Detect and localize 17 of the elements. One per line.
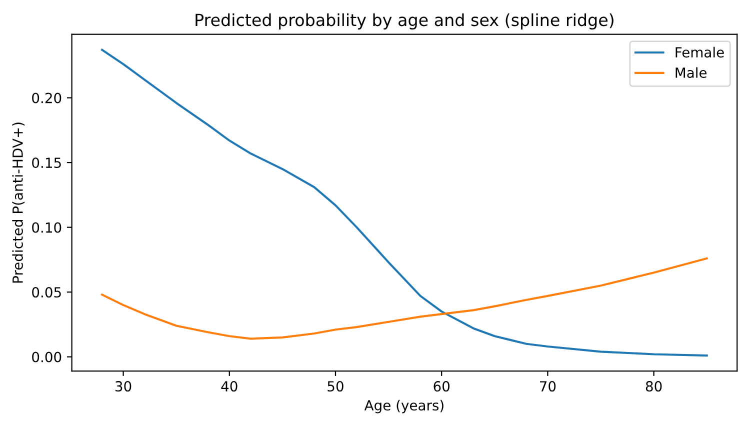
legend-label: Female: [676, 46, 724, 58]
x-tick-label: 60: [434, 381, 450, 392]
y-axis-title: Predicted P(anti-HDV+): [12, 122, 25, 283]
line-series: [101, 257, 708, 340]
y-tick-label: 0.10: [32, 222, 62, 233]
chart-title: Predicted probability by age and sex (spline ridge): [196, 13, 614, 30]
x-tick-label: 40: [221, 381, 238, 392]
x-tick-label: 50: [328, 381, 344, 392]
y-tick-label: 0.20: [32, 92, 62, 104]
y-tick-label: 0.00: [32, 352, 62, 362]
x-tick-label: 80: [646, 381, 662, 392]
x-tick-label: 70: [540, 381, 556, 392]
y-tick-label: 0.05: [32, 287, 61, 298]
legend-label: Male: [676, 67, 707, 78]
x-axis-title: Age (years): [364, 400, 444, 414]
x-tick-label: 30: [116, 381, 132, 392]
y-tick-label: 0.15: [32, 158, 61, 168]
